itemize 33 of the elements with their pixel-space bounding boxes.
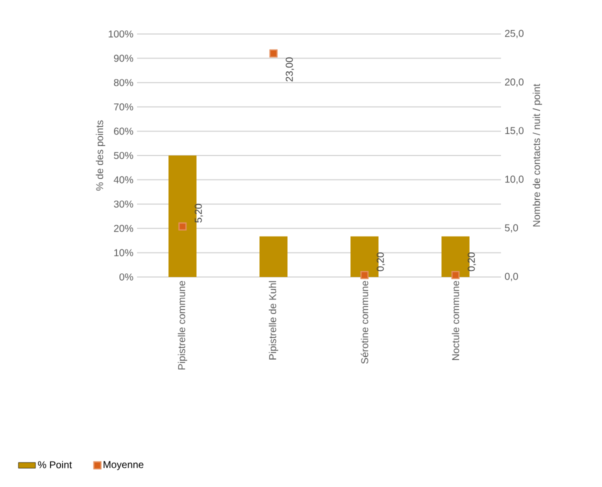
x-tick-label: Noctule commune [452,280,460,360]
legend-label: Moyenne [104,461,144,470]
y2-tick-label: 0,0 [504,272,518,282]
x-tick-label: Sérotine commune [360,280,368,364]
point [451,270,460,280]
data-label: 0,20 [376,252,386,272]
y-tick-label: 70% [114,103,134,110]
y2-tick-label: 20,0 [505,78,524,87]
y2-axis-title: Nombre de contacts / nuit / point [532,84,542,226]
y-axis-title: % de des points [96,120,106,191]
y2-tick-label: 10,0 [505,176,524,184]
point [178,222,187,231]
y-tick-label: 60% [114,128,134,135]
y-tick-label: 90% [114,54,134,62]
y2-tick-label: 25,0 [505,30,524,38]
y-tick-label: 20% [114,224,134,232]
point [269,49,278,58]
y-tick-label: 30% [114,200,134,208]
y-tick-label: 50% [114,152,134,160]
y2-tick-label: 5,0 [504,224,518,233]
x-tick-label: Pipistrelle commune [178,280,188,370]
y-tick-label: 0% [119,273,134,281]
point [360,270,369,280]
legend-label: % Point [38,460,72,468]
data-label: 5,20 [194,204,204,223]
data-label: 23,00 [286,57,294,82]
y-tick-label: 40% [114,176,134,184]
data-label: 0,20 [468,252,476,272]
y-tick-label: 10% [114,249,134,256]
y2-tick-label: 15,0 [505,127,524,136]
y-tick-label: 80% [114,79,134,86]
x-tick-label: Pipistrelle de Kuhl [268,281,278,360]
y-tick-label: 100% [108,30,134,38]
